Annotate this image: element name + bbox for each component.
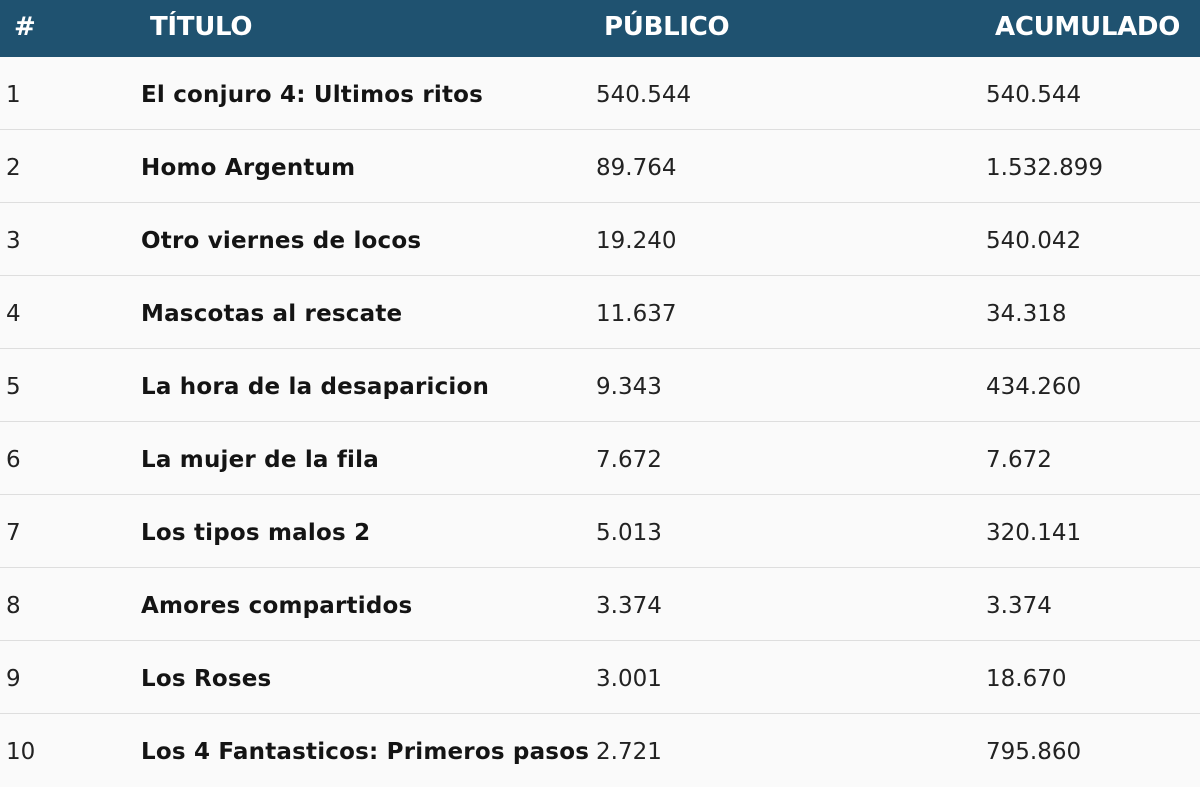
title-cell: Otro viernes de locos: [141, 228, 422, 254]
audience-cell: 89.764: [596, 155, 677, 181]
column-header-title: TÍTULO: [150, 12, 253, 42]
cumulative-cell: 18.670: [986, 666, 1067, 692]
audience-cell: 3.374: [596, 593, 662, 619]
table-body: 1 El conjuro 4: Ultimos ritos 540.544 54…: [0, 57, 1200, 786]
cumulative-cell: 7.672: [986, 447, 1052, 473]
rank-cell: 10: [6, 739, 36, 765]
rank-cell: 2: [6, 155, 21, 181]
column-header-cumulative: ACUMULADO: [995, 12, 1180, 42]
rank-cell: 7: [6, 520, 21, 546]
table-row: 5 La hora de la desaparicion 9.343 434.2…: [0, 349, 1200, 422]
cumulative-cell: 540.544: [986, 82, 1082, 108]
column-header-rank: #: [14, 12, 36, 42]
rank-cell: 3: [6, 228, 21, 254]
audience-cell: 7.672: [596, 447, 662, 473]
title-cell: La mujer de la fila: [141, 447, 379, 473]
cumulative-cell: 34.318: [986, 301, 1067, 327]
table-row: 7 Los tipos malos 2 5.013 320.141: [0, 495, 1200, 568]
cumulative-cell: 434.260: [986, 374, 1082, 400]
table-row: 2 Homo Argentum 89.764 1.532.899: [0, 130, 1200, 203]
audience-cell: 5.013: [596, 520, 662, 546]
title-cell: Los tipos malos 2: [141, 520, 371, 546]
cumulative-cell: 320.141: [986, 520, 1082, 546]
title-cell: Homo Argentum: [141, 155, 356, 181]
cumulative-cell: 540.042: [986, 228, 1082, 254]
title-cell: Mascotas al rescate: [141, 301, 403, 327]
audience-cell: 11.637: [596, 301, 677, 327]
rank-cell: 5: [6, 374, 21, 400]
cumulative-cell: 1.532.899: [986, 155, 1104, 181]
rank-cell: 9: [6, 666, 21, 692]
title-cell: Amores compartidos: [141, 593, 413, 619]
table-row: 3 Otro viernes de locos 19.240 540.042: [0, 203, 1200, 276]
audience-cell: 9.343: [596, 374, 662, 400]
rank-cell: 4: [6, 301, 21, 327]
table-row: 4 Mascotas al rescate 11.637 34.318: [0, 276, 1200, 349]
table-row: 6 La mujer de la fila 7.672 7.672: [0, 422, 1200, 495]
cumulative-cell: 795.860: [986, 739, 1082, 765]
audience-cell: 2.721: [596, 739, 662, 765]
table-header: # TÍTULO PÚBLICO ACUMULADO: [0, 0, 1200, 57]
title-cell: Los 4 Fantasticos: Primeros pasos: [141, 739, 590, 765]
table-row: 8 Amores compartidos 3.374 3.374: [0, 568, 1200, 641]
table-row: 1 El conjuro 4: Ultimos ritos 540.544 54…: [0, 57, 1200, 130]
title-cell: Los Roses: [141, 666, 272, 692]
title-cell: La hora de la desaparicion: [141, 374, 490, 400]
rank-cell: 6: [6, 447, 21, 473]
audience-cell: 540.544: [596, 82, 692, 108]
rank-cell: 1: [6, 82, 21, 108]
table-row: 10 Los 4 Fantasticos: Primeros pasos 2.7…: [0, 714, 1200, 786]
audience-cell: 3.001: [596, 666, 662, 692]
rank-cell: 8: [6, 593, 21, 619]
cumulative-cell: 3.374: [986, 593, 1052, 619]
table-row: 9 Los Roses 3.001 18.670: [0, 641, 1200, 714]
title-cell: El conjuro 4: Ultimos ritos: [141, 82, 484, 108]
column-header-audience: PÚBLICO: [604, 12, 730, 42]
audience-cell: 19.240: [596, 228, 677, 254]
